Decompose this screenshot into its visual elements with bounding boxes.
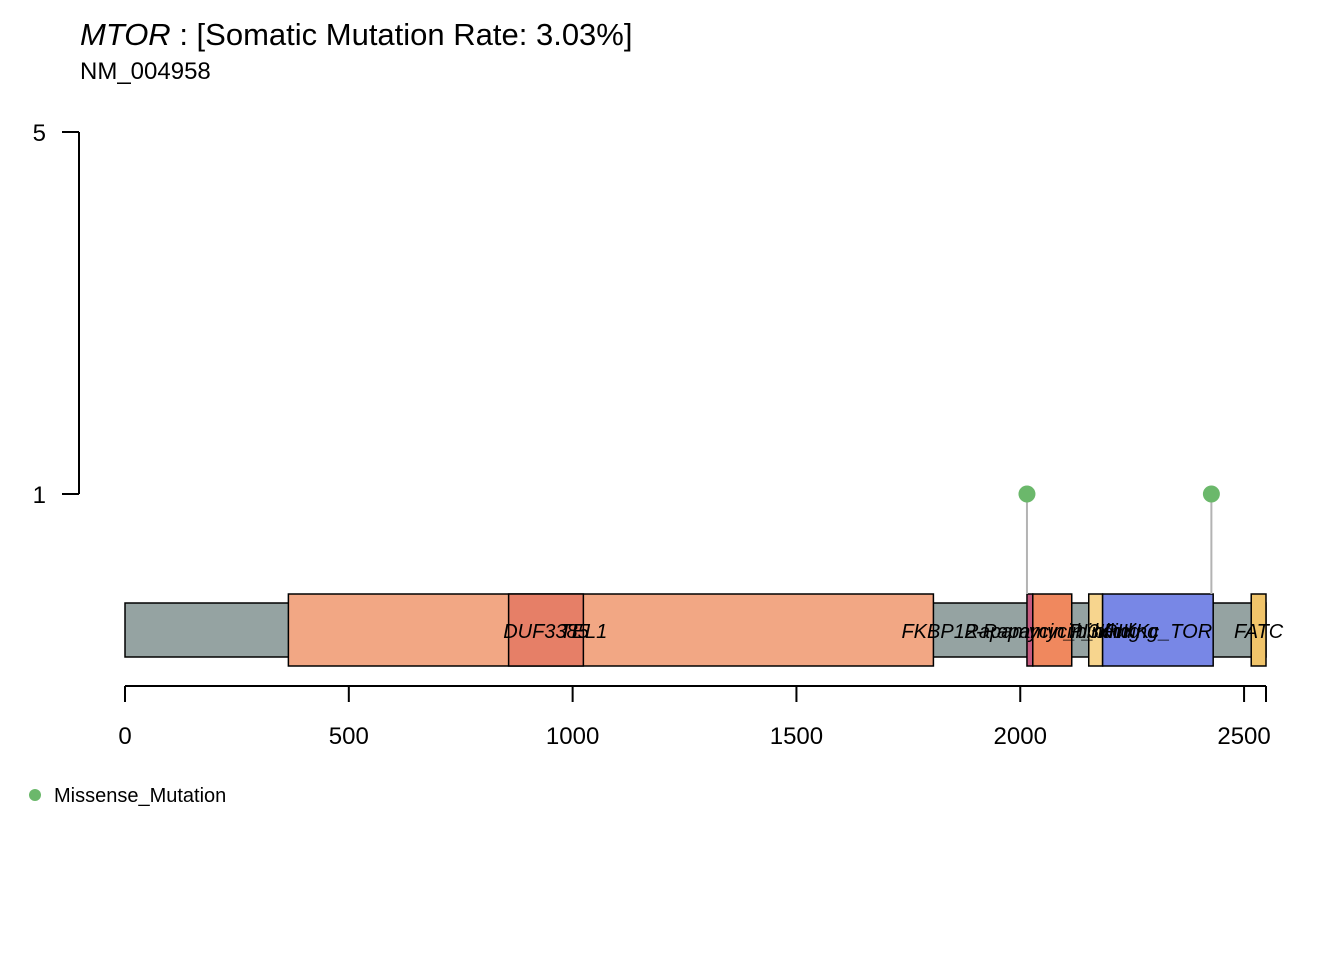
domain-box bbox=[1250, 593, 1267, 667]
domain-label: PI3Kc bbox=[1069, 621, 1122, 643]
domain-box bbox=[507, 593, 585, 667]
domain-box bbox=[1101, 593, 1214, 667]
domain-label: Rapamycin_binding bbox=[964, 621, 1140, 643]
legend-marker bbox=[29, 789, 41, 801]
x-tick-label: 500 bbox=[329, 723, 369, 750]
y-tick-label: 1 bbox=[33, 482, 46, 509]
mutation-point bbox=[1018, 485, 1036, 503]
legend: Missense_Mutation bbox=[29, 785, 226, 807]
y-tick-label: 5 bbox=[33, 120, 46, 147]
x-tick-label: 1000 bbox=[546, 723, 599, 750]
x-tick-label: 1500 bbox=[770, 723, 823, 750]
domain-box bbox=[287, 593, 935, 667]
domain-label: FATC bbox=[1234, 621, 1284, 643]
chart-title: MTOR : [Somatic Mutation Rate: 3.03%] bbox=[80, 17, 632, 52]
x-tick-label: 0 bbox=[118, 723, 131, 750]
legend-label: Missense_Mutation bbox=[54, 785, 226, 807]
gene-name: MTOR bbox=[80, 17, 171, 52]
domain-label: FKBP12-Rapamycin_binding bbox=[901, 621, 1158, 643]
x-tick-label: 2000 bbox=[994, 723, 1047, 750]
domains bbox=[287, 593, 1267, 667]
domain-label: TEL1 bbox=[559, 621, 607, 643]
lollipops bbox=[1018, 485, 1220, 594]
mutation-rate-text: : [Somatic Mutation Rate: 3.03%] bbox=[171, 17, 633, 52]
domain-label: PIKKc_TOR bbox=[1104, 621, 1213, 643]
y-axis: 15 bbox=[33, 120, 80, 509]
x-tick-label: 2500 bbox=[1217, 723, 1270, 750]
chart-subtitle: NM_004958 bbox=[80, 58, 211, 85]
domain-label: DUF3385 bbox=[503, 621, 589, 643]
mutation-point bbox=[1202, 485, 1220, 503]
x-axis: 0 500 1000 1500 2000 2500 bbox=[118, 685, 1271, 750]
domain-box bbox=[1032, 593, 1073, 667]
